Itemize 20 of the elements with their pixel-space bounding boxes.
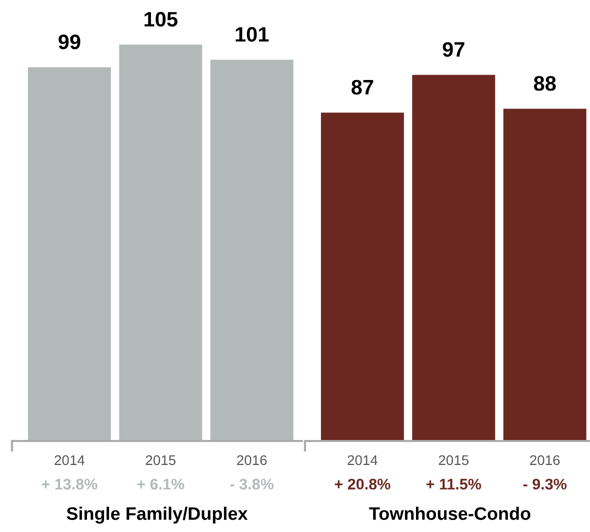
text: + 11.5% <box>426 478 482 490</box>
x-tick-label: 2015 <box>146 455 176 466</box>
data-label: 97 <box>442 42 464 57</box>
x-axis-title: Single Family/Duplex <box>66 506 248 524</box>
text: + 20.8% <box>334 478 390 490</box>
data-label: 87 <box>352 80 374 95</box>
text: - 3.8% <box>230 478 274 490</box>
text: - 9.3% <box>523 478 567 490</box>
data-label: 99 <box>58 34 80 50</box>
x-tick-label: 2014 <box>348 455 378 466</box>
x-tick-label: 2016 <box>530 455 560 466</box>
data-label: 105 <box>144 12 178 27</box>
x-tick-label: 2016 <box>237 455 267 466</box>
text: + 6.1% <box>137 478 184 490</box>
data-label: 101 <box>236 26 269 42</box>
x-axis-title: Townhouse-Condo <box>369 506 530 520</box>
data-label: 88 <box>534 76 556 91</box>
x-tick-label: 2015 <box>438 455 469 466</box>
x-tick-label: 2014 <box>54 455 84 466</box>
text: + 13.8% <box>42 478 98 490</box>
